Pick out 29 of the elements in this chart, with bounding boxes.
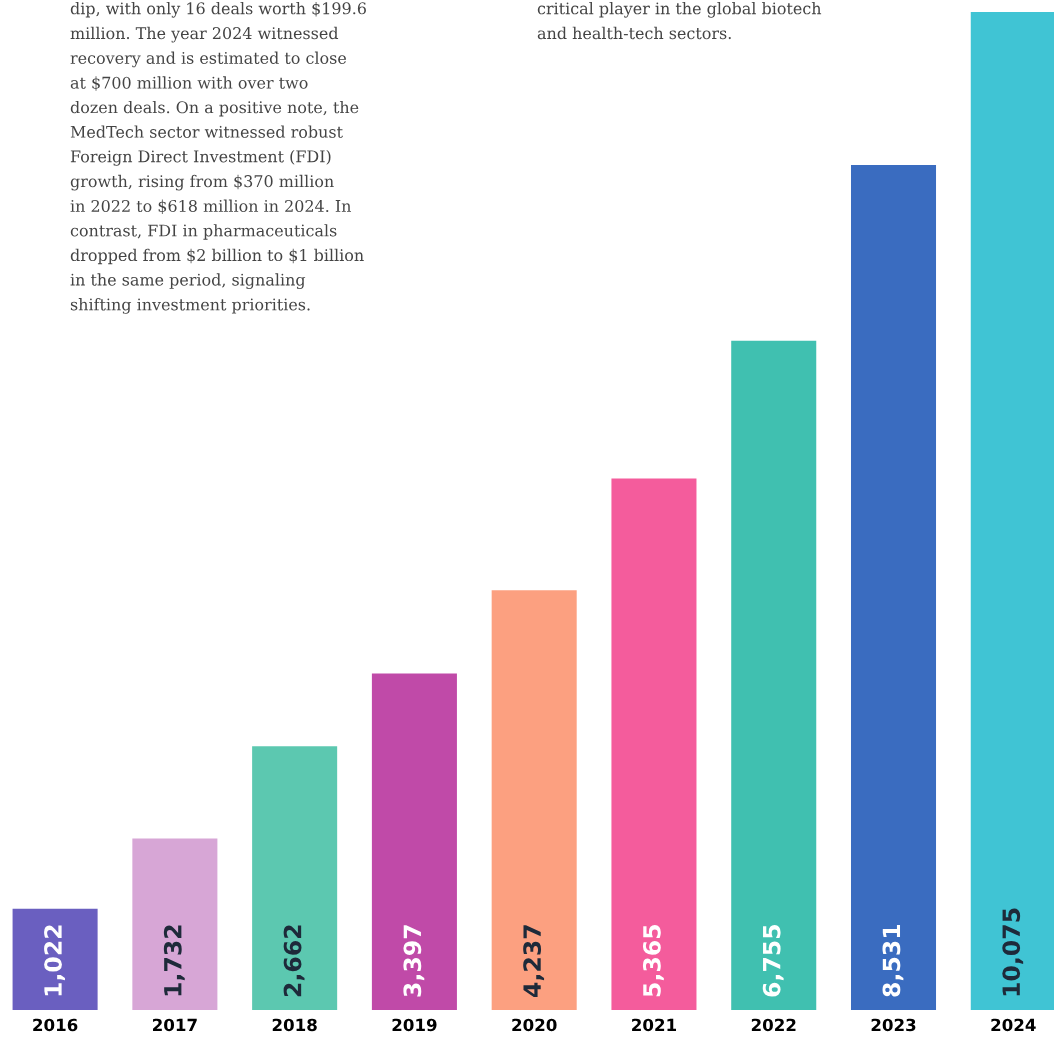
text: dip, with only 16 deals worth $199.6 million. The year 2024 witnessed recovery and is estimated to close at $700 million with over two dozen deals. On a positive note, the MedTech sector witnessed robust Foreign Direct Investment (FDI) growth, rising from $370 million in 2022 to $618 million in 2024. In contrast, FDI in pharmaceuticals dropped from $2 billion to $1 billion in the same period, signaling shifting investment priorities. bbox=[70, 2, 366, 314]
x-tick-label: 2022 bbox=[751, 1018, 796, 1032]
data-label: 4,237 bbox=[523, 925, 545, 997]
x-tick-label: 2024 bbox=[991, 1018, 1036, 1032]
data-label: 6,755 bbox=[762, 924, 784, 997]
bar bbox=[850, 164, 937, 1010]
x-tick-label: 2018 bbox=[272, 1018, 317, 1032]
bar bbox=[491, 590, 577, 1010]
bar bbox=[132, 838, 218, 1010]
data-label: 1,732 bbox=[163, 925, 185, 996]
bar bbox=[970, 12, 1054, 1010]
bar bbox=[252, 746, 338, 1010]
bar bbox=[731, 340, 817, 1010]
data-label: 5,365 bbox=[642, 924, 664, 997]
data-label: 8,531 bbox=[882, 924, 904, 997]
bar bbox=[611, 478, 697, 1010]
data-label: 2,662 bbox=[283, 925, 305, 997]
bar bbox=[371, 673, 457, 1010]
x-tick-label: 2016 bbox=[33, 1018, 78, 1032]
x-tick-label: 2019 bbox=[392, 1018, 437, 1032]
annotation: critical player in the global biotech and health-tech sectors. bbox=[537, 2, 822, 40]
data-label: 10,075 bbox=[1002, 908, 1024, 996]
data-label: 3,397 bbox=[403, 925, 425, 997]
bar bbox=[12, 908, 98, 1010]
x-tick-label: 2021 bbox=[632, 1018, 677, 1032]
x-tick-label: 2020 bbox=[512, 1018, 557, 1032]
data-label: 1,022 bbox=[44, 925, 65, 996]
x-tick-label: 2017 bbox=[152, 1018, 197, 1032]
x-tick-label: 2023 bbox=[871, 1018, 916, 1032]
